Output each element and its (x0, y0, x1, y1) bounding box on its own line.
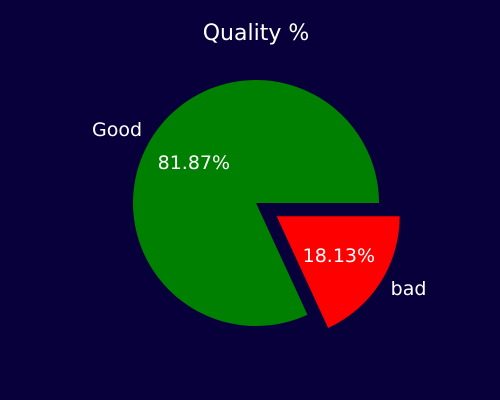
pct-label-bad: 18.13% (303, 245, 375, 267)
slice-label-bad: bad (391, 278, 427, 300)
pct-label-good: 81.87% (158, 152, 230, 174)
slice-label-good: Good (92, 119, 142, 141)
chart-title: Quality % (203, 21, 310, 46)
pie-slices (133, 80, 400, 328)
